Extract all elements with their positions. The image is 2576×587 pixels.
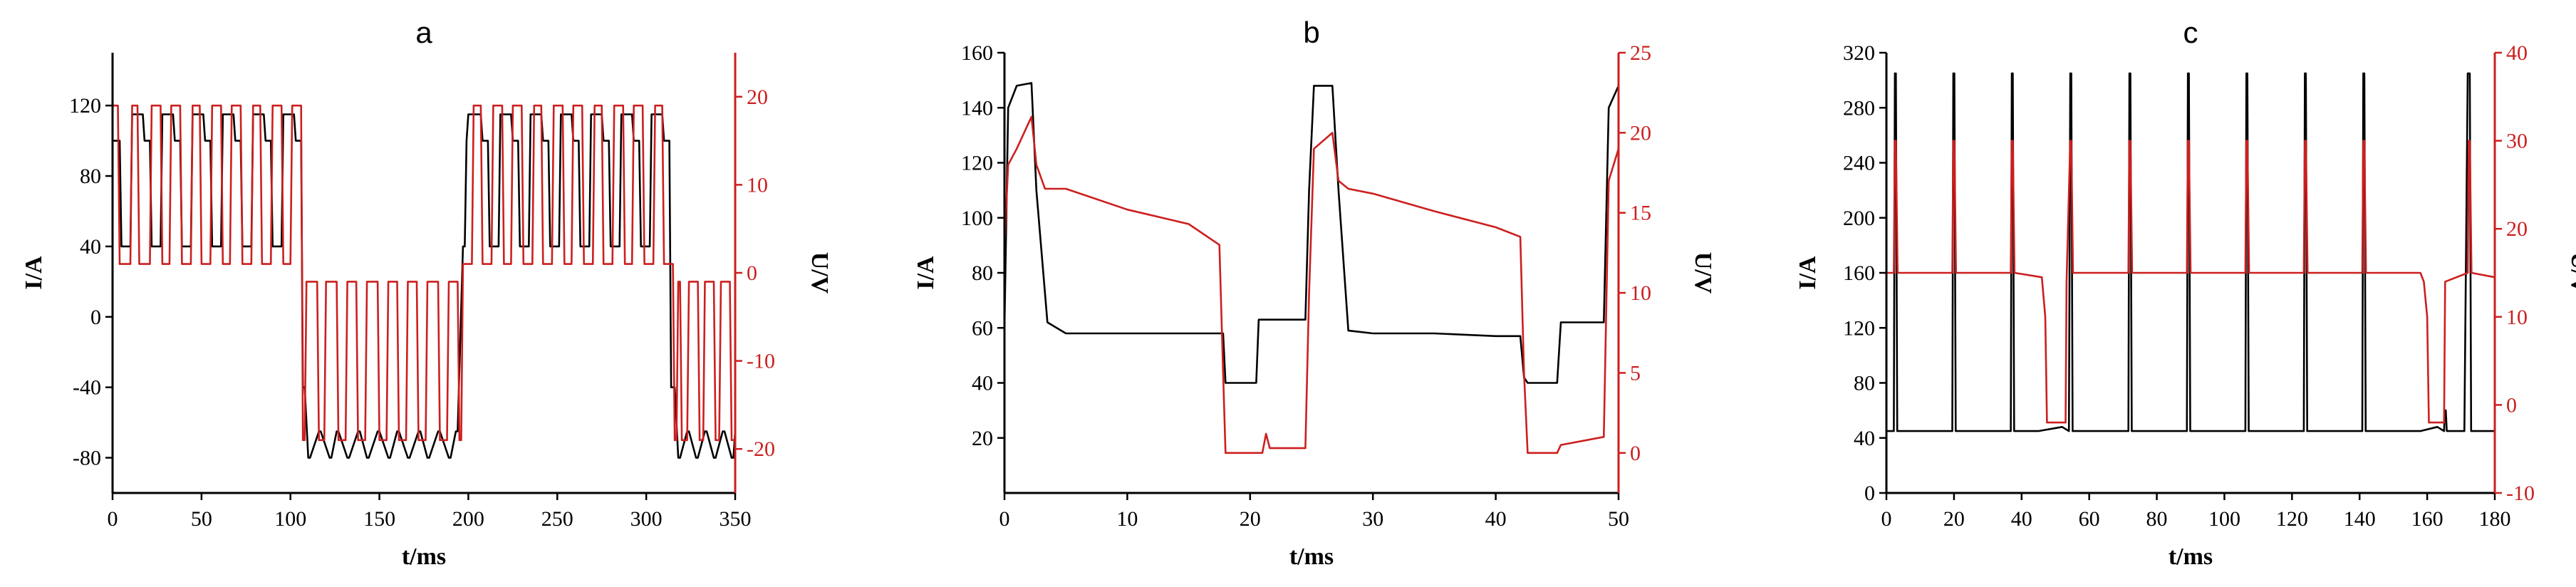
- left-y-tick-label: 60: [972, 316, 993, 340]
- left-y-tick-label: 80: [80, 165, 101, 188]
- x-tick-label: 300: [630, 507, 663, 531]
- left-y-tick-label: 160: [1843, 261, 1875, 285]
- left-y-tick-label: 240: [1843, 152, 1875, 175]
- x-tick-label: 20: [1240, 507, 1261, 531]
- x-tick-label: 350: [720, 507, 752, 531]
- left-y-tick-label: 40: [972, 372, 993, 395]
- voltage-series-line: [113, 104, 735, 442]
- left-y-tick-label: 100: [961, 207, 993, 230]
- panel-title: b: [1303, 16, 1319, 49]
- left-y-tick-label: 280: [1843, 96, 1875, 120]
- left-y-tick-label: 200: [1843, 207, 1875, 230]
- x-tick-label: 120: [2276, 507, 2308, 531]
- x-tick-label: 40: [1485, 507, 1507, 531]
- right-y-tick-label: 40: [2506, 41, 2528, 65]
- x-tick-label: 30: [1362, 507, 1383, 531]
- x-tick-label: 10: [1116, 507, 1138, 531]
- x-tick-label: 80: [2146, 507, 2168, 531]
- right-y-tick-label: 10: [2506, 306, 2528, 329]
- left-y-tick-label: 140: [961, 96, 993, 120]
- left-y-tick-label: -80: [73, 447, 101, 470]
- current-series-line: [1003, 82, 1620, 384]
- x-tick-label: 20: [1943, 507, 1965, 531]
- right-y-tick-label: 30: [2506, 130, 2528, 153]
- x-tick-label: 140: [2344, 507, 2376, 531]
- x-tick-label: 60: [2079, 507, 2100, 531]
- voltage-series-line: [1886, 140, 2496, 424]
- right-y-tick-label: 10: [747, 173, 768, 197]
- left-y-tick-label: 40: [80, 235, 101, 259]
- right-y-tick-label: 15: [1630, 202, 1651, 225]
- right-y-tick-label: -10: [2506, 482, 2535, 505]
- x-tick-label: 0: [108, 507, 118, 531]
- current-series-line: [113, 113, 737, 459]
- panel-b: 0 10 20 30 40 50 20 40 60 80 100 120 140 160 0 5 10 15 20 2…: [913, 16, 1716, 570]
- left-y-axis-label: I/A: [21, 256, 47, 290]
- right-y-tick-label: 10: [1630, 281, 1651, 305]
- x-tick-label: 40: [2011, 507, 2032, 531]
- right-y-tick-label: 0: [747, 261, 757, 285]
- left-y-tick-label: 0: [90, 306, 101, 329]
- x-tick-label: 0: [999, 507, 1010, 531]
- right-y-tick-label: -10: [747, 350, 775, 373]
- left-y-tick-label: 160: [961, 41, 993, 65]
- x-tick-label: 100: [2208, 507, 2240, 531]
- right-y-axis-label: U/V: [806, 252, 833, 294]
- panel-c: 0 20 40 60 80 100 120 140 160 1800408012016020024…: [1795, 16, 2576, 570]
- left-y-tick-label: 120: [1843, 316, 1875, 340]
- right-y-tick-label: 5: [1630, 361, 1641, 385]
- left-y-tick-label: 80: [1854, 372, 1875, 395]
- right-y-axis-label: U/V: [1690, 252, 1716, 294]
- left-y-tick-label: 120: [69, 94, 101, 118]
- left-y-tick-label: 80: [972, 261, 993, 285]
- left-y-tick-label: 120: [961, 152, 993, 175]
- left-y-tick-label: 40: [1854, 427, 1875, 450]
- panel-a: 0 50 100 150 200 250 300 350-80-4004080120-20-1…: [21, 16, 833, 570]
- x-axis-label: t/ms: [402, 544, 446, 570]
- right-y-tick-label: -20: [747, 437, 775, 461]
- x-tick-label: 100: [274, 507, 306, 531]
- panel-title: a: [415, 16, 432, 49]
- left-y-axis-label: I/A: [1795, 256, 1821, 290]
- right-y-tick-label: 25: [1630, 41, 1651, 65]
- x-axis-label: t/ms: [2169, 544, 2213, 570]
- left-y-tick-label: -40: [73, 376, 101, 400]
- left-y-tick-label: 320: [1843, 41, 1875, 65]
- x-tick-label: 50: [191, 507, 212, 531]
- panel-title: c: [2183, 16, 2198, 49]
- right-y-axis-label: U/V: [2566, 252, 2576, 294]
- x-tick-label: 250: [541, 507, 573, 531]
- left-y-tick-label: 20: [972, 427, 993, 450]
- right-y-tick-label: 0: [1630, 442, 1641, 465]
- x-tick-label: 0: [1881, 507, 1892, 531]
- right-y-tick-label: 20: [747, 85, 768, 109]
- x-tick-label: 160: [2411, 507, 2443, 531]
- x-axis-label: t/ms: [1289, 544, 1334, 570]
- left-y-axis-label: I/A: [913, 256, 939, 290]
- x-tick-label: 180: [2479, 507, 2511, 531]
- right-y-tick-label: 0: [2506, 393, 2517, 417]
- voltage-series-line: [1003, 115, 1620, 454]
- right-y-tick-label: 20: [2506, 217, 2528, 241]
- x-tick-label: 150: [363, 507, 395, 531]
- left-y-tick-label: 0: [1864, 482, 1875, 505]
- x-tick-label: 200: [452, 507, 484, 531]
- right-y-tick-label: 20: [1630, 121, 1651, 145]
- x-tick-label: 50: [1608, 507, 1629, 531]
